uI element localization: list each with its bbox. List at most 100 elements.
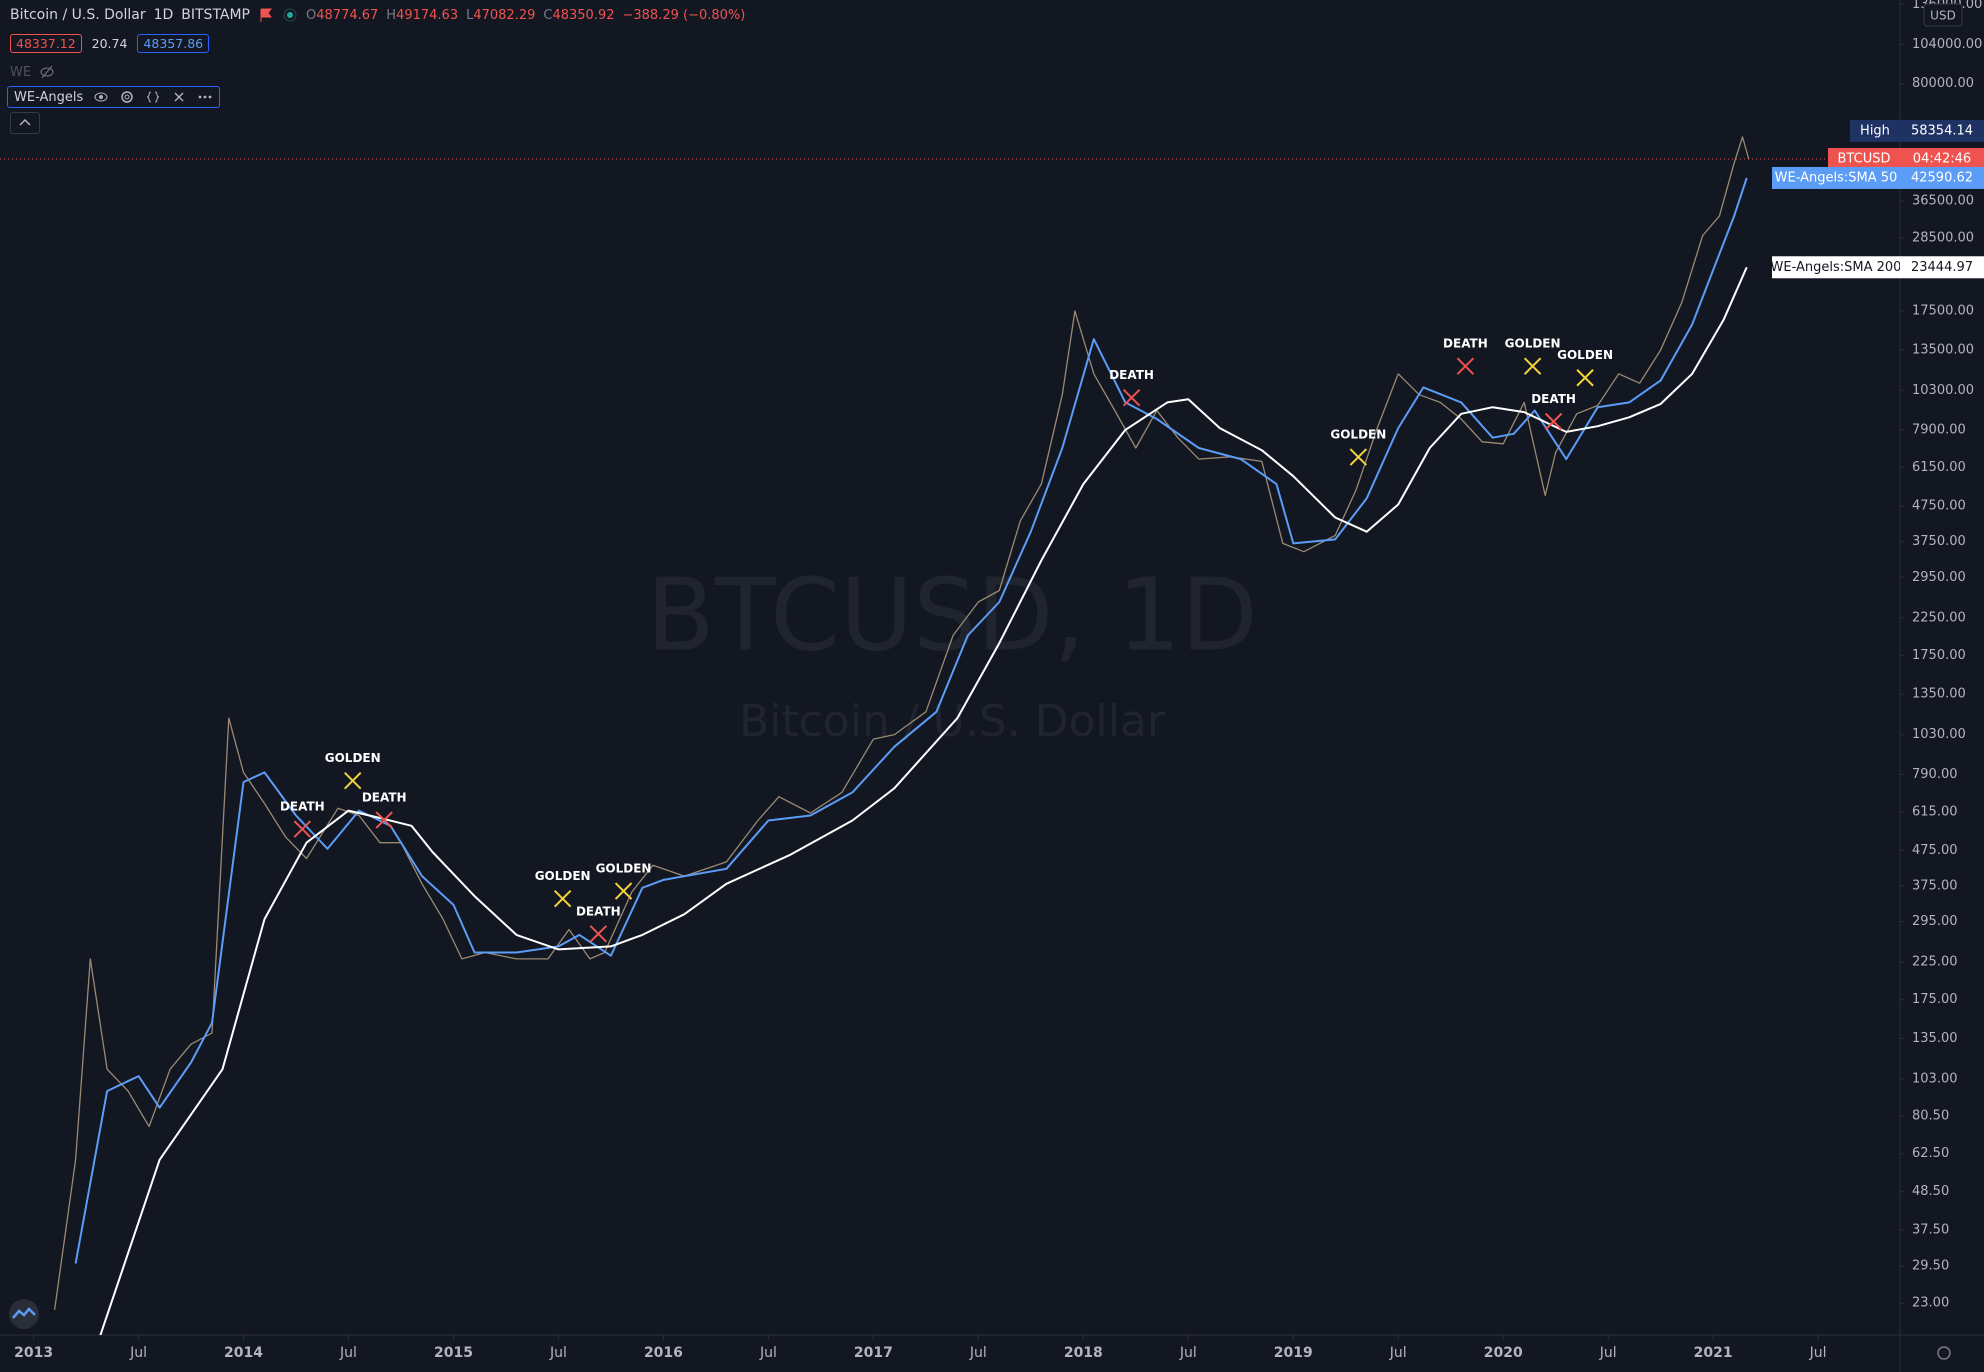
cross-marker <box>343 771 362 790</box>
plot: DEATH GOLDEN DEATH GOLDEN DEATH GOLDEN DEATH GO… <box>0 136 1900 1335</box>
x-tick-label: 2017 <box>854 1345 893 1361</box>
y-tick-label: 48.50 <box>1912 1184 1949 1199</box>
high-value: 58354.14 <box>1911 123 1973 138</box>
symbol-name-box <box>1828 148 1900 171</box>
x-tick-label: 2015 <box>434 1345 473 1361</box>
sma-value-box <box>1900 256 1984 279</box>
sma-line <box>74 177 1748 1264</box>
hidden-indicator-row: WE <box>10 64 55 80</box>
cross-marker <box>1576 369 1594 387</box>
x-tick-label: Jul <box>1599 1345 1617 1361</box>
eye-off-icon[interactable] <box>39 64 55 80</box>
watermark-title: BTCUSD, 1D <box>646 556 1258 673</box>
cross-marker <box>1523 357 1542 375</box>
flag-icon[interactable] <box>258 7 274 23</box>
y-tick-label: 375.00 <box>1912 878 1958 893</box>
currency-box[interactable] <box>1923 3 1963 27</box>
x-tick-label: 2014 <box>224 1345 263 1361</box>
y-tick-label: 175.00 <box>1912 992 1958 1007</box>
symbol-name: BTCUSD <box>1838 152 1891 167</box>
cross-label: GOLDEN <box>535 869 591 883</box>
high-name: High <box>1860 123 1890 138</box>
x-tick-label: Jul <box>339 1345 357 1361</box>
sma-name-box <box>1772 166 1900 189</box>
cross-label: DEATH <box>280 800 325 814</box>
y-tick-label: 36500.00 <box>1912 194 1974 209</box>
high-value-box <box>1900 119 1984 142</box>
sma-value-box <box>1900 166 1984 189</box>
x-tick-label: Jul <box>549 1345 567 1361</box>
x-tick-label: 2016 <box>644 1345 683 1361</box>
cross-label: DEATH <box>362 791 407 805</box>
watermark-subtitle: Bitcoin / U.S. Dollar <box>739 696 1166 747</box>
cross-label: DEATH <box>1443 337 1488 351</box>
x-tick-label: 2020 <box>1484 1345 1523 1361</box>
sma-value: 23444.97 <box>1911 260 1973 275</box>
indicator-name[interactable]: WE-Angels <box>14 89 84 105</box>
cross-marker <box>1456 357 1475 375</box>
x-tick-label: 2021 <box>1694 1345 1733 1361</box>
bid[interactable]: 48337.12 <box>10 34 82 53</box>
cross-label: GOLDEN <box>1505 337 1561 351</box>
y-tick-label: 23.00 <box>1912 1296 1949 1311</box>
ask[interactable]: 48357.86 <box>137 34 210 53</box>
y-tick-label: 135.00 <box>1912 1031 1958 1046</box>
cross-label: GOLDEN <box>1557 348 1613 362</box>
symbol-value-box <box>1900 148 1984 171</box>
x-tick-label: Jul <box>1179 1345 1197 1361</box>
status-dot <box>283 8 297 22</box>
sma-name-box <box>1772 256 1900 279</box>
cross-marker <box>1544 412 1563 431</box>
sma-name: WE-Angels:SMA 50 <box>1775 170 1898 185</box>
symbol-value: 04:42:46 <box>1913 152 1971 167</box>
cross-marker <box>1122 389 1141 407</box>
y-tick-label: 790.00 <box>1912 767 1958 782</box>
y-tick-label: 295.00 <box>1912 914 1958 929</box>
collapse-button[interactable] <box>10 112 40 134</box>
cross-marker <box>293 820 312 838</box>
hidden-indicator[interactable]: WE <box>10 64 32 80</box>
remove-icon[interactable] <box>171 89 187 105</box>
y-tick-label: 4750.00 <box>1912 499 1966 514</box>
y-tick-label: 80000.00 <box>1912 76 1974 91</box>
indicator-legend[interactable]: WE-Angels <box>7 86 221 108</box>
indicator-row: WE-Angels <box>7 86 221 108</box>
exchange[interactable]: BITSTAMP <box>181 7 251 23</box>
settings-icon[interactable] <box>1937 1346 1951 1360</box>
ohlc-key: O <box>306 7 317 23</box>
ohlc: O48774.67 H49174.63 L47082.29 C48350.92 <box>306 8 614 23</box>
change: −388.29 (−0.80%) <box>622 7 746 23</box>
y-tick-label: 37.50 <box>1912 1223 1949 1238</box>
x-tick-label: Jul <box>969 1345 987 1361</box>
settings-icon[interactable] <box>119 89 135 105</box>
y-tick-label: 615.00 <box>1912 804 1958 819</box>
cross-label: DEATH <box>1109 368 1154 382</box>
ohlc-key: H <box>386 7 397 23</box>
cross-label: DEATH <box>576 904 621 918</box>
y-tick-label: 1750.00 <box>1912 648 1966 663</box>
source-icon[interactable] <box>145 89 161 105</box>
x-tick-label: Jul <box>129 1345 147 1361</box>
cross-label: DEATH <box>1531 392 1576 406</box>
ohlc-item: C48350.92 <box>543 8 614 23</box>
symbol-row: Bitcoin / U.S. Dollar 1D BITSTAMP O48774… <box>10 7 745 23</box>
chevron-up <box>19 118 31 126</box>
cross-marker <box>1349 448 1368 466</box>
y-tick-label: 6150.00 <box>1912 460 1966 475</box>
y-tick-label: 103.00 <box>1912 1072 1958 1087</box>
cross-marker <box>375 811 393 829</box>
eye-icon[interactable] <box>93 89 109 105</box>
x-tick-label: 2018 <box>1064 1345 1103 1361</box>
symbol[interactable]: Bitcoin / U.S. Dollar <box>10 7 146 23</box>
more-icon[interactable] <box>197 89 213 105</box>
quote-row: 48337.12 20.74 48357.86 <box>10 34 210 53</box>
y-tick-label: 17500.00 <box>1912 303 1974 318</box>
interval[interactable]: 1D <box>153 7 174 23</box>
currency[interactable]: USD <box>1930 9 1956 23</box>
ohlc-key: L <box>466 7 474 23</box>
y-tick-label: 28500.00 <box>1912 231 1974 246</box>
